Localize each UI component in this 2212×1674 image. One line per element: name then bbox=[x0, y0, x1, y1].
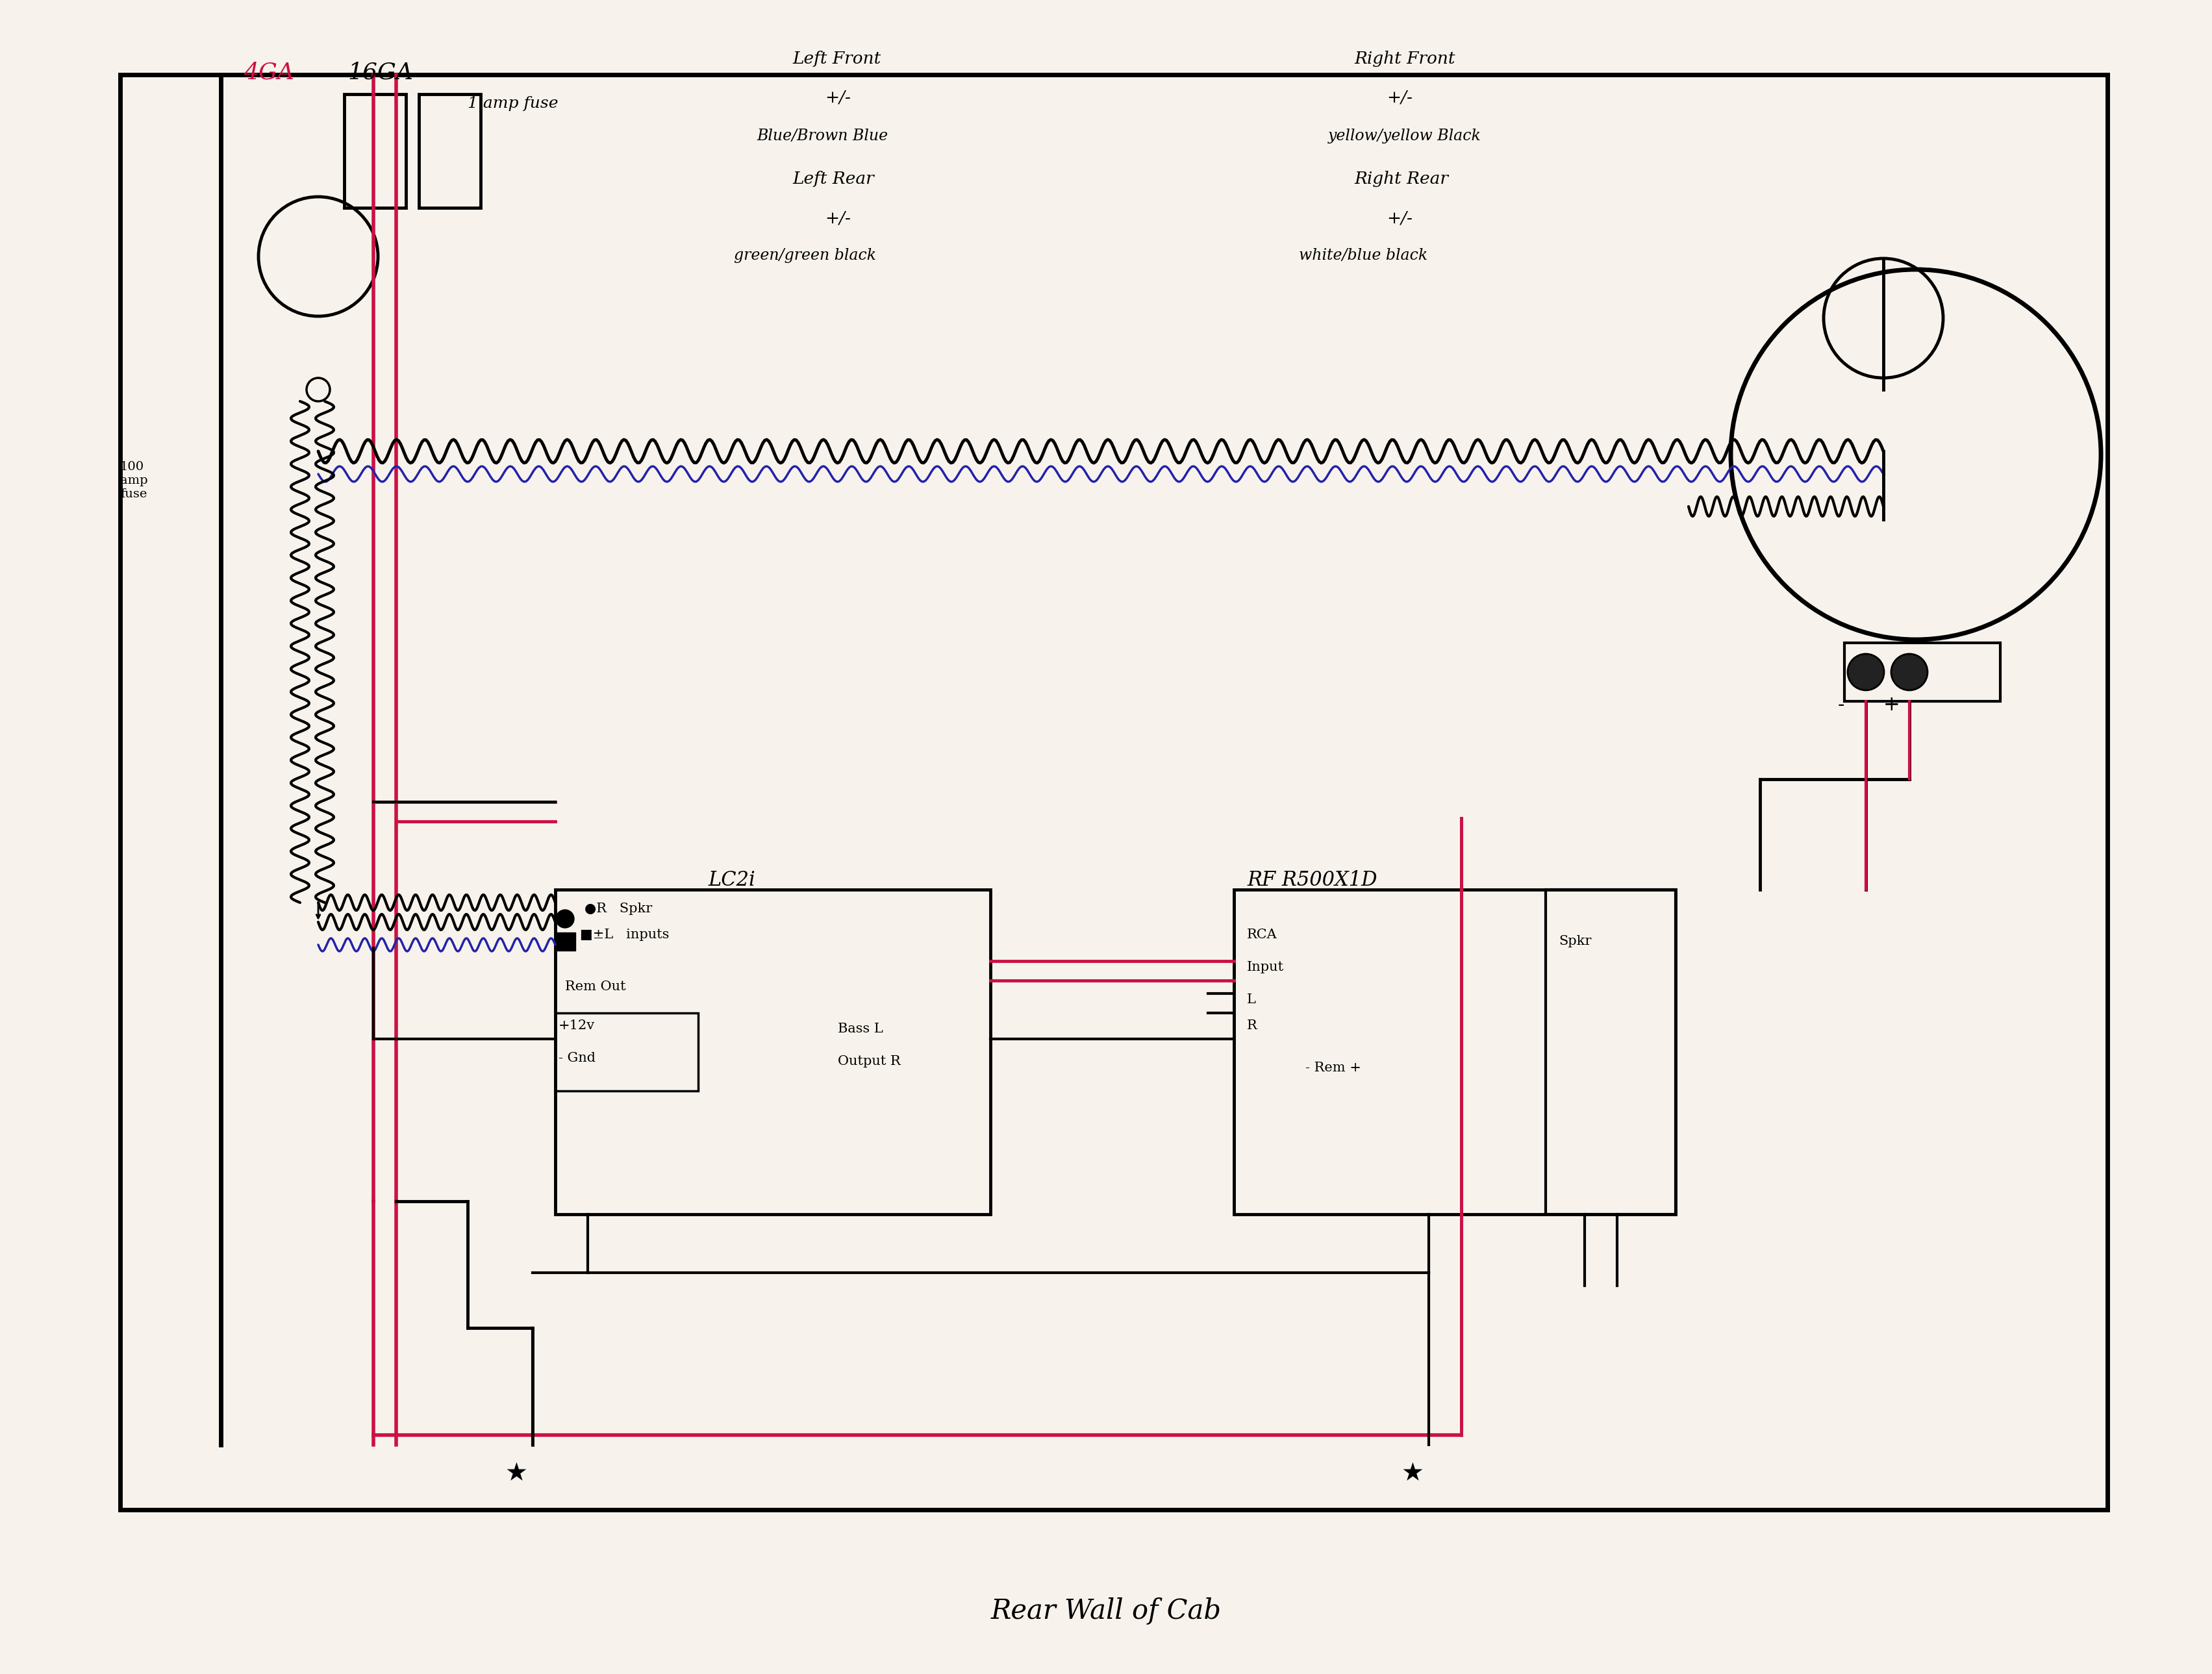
Text: +/-: +/- bbox=[825, 209, 852, 226]
Circle shape bbox=[555, 909, 575, 927]
Text: Spkr: Spkr bbox=[1559, 936, 1590, 947]
Bar bbox=[418, 94, 480, 208]
Text: 100
amp
fuse: 100 amp fuse bbox=[119, 460, 148, 501]
Text: ★: ★ bbox=[504, 1461, 529, 1487]
Text: - Rem +: - Rem + bbox=[1305, 1061, 1360, 1075]
Text: Rear Wall of Cab: Rear Wall of Cab bbox=[991, 1597, 1221, 1625]
Text: R: R bbox=[1248, 1019, 1256, 1031]
Text: Rem Out: Rem Out bbox=[564, 981, 626, 993]
Bar bbox=[345, 94, 405, 208]
Text: -: - bbox=[1838, 695, 1845, 715]
Text: +: + bbox=[1882, 695, 1900, 715]
Text: ■±L   inputs: ■±L inputs bbox=[580, 929, 670, 941]
Text: +/-: +/- bbox=[1387, 209, 1413, 226]
Text: 1 amp fuse: 1 amp fuse bbox=[467, 95, 557, 110]
Bar bbox=[119, 75, 2108, 1510]
Text: Blue/Brown Blue: Blue/Brown Blue bbox=[757, 129, 887, 144]
Bar bbox=[555, 1013, 699, 1091]
Text: +/-: +/- bbox=[825, 90, 852, 105]
Bar bbox=[1546, 889, 1674, 1214]
Bar bbox=[1234, 889, 1674, 1214]
Text: +12v: +12v bbox=[557, 1019, 595, 1031]
Text: - Gnd: - Gnd bbox=[557, 1051, 595, 1065]
Text: 16GA: 16GA bbox=[347, 62, 414, 84]
Text: Bass L: Bass L bbox=[838, 1023, 883, 1035]
Text: Right Rear: Right Rear bbox=[1354, 171, 1449, 187]
Text: 4GA: 4GA bbox=[243, 62, 294, 84]
Circle shape bbox=[1891, 655, 1927, 690]
Text: Output R: Output R bbox=[838, 1055, 900, 1068]
Text: Right Front: Right Front bbox=[1354, 50, 1455, 67]
Text: green/green black: green/green black bbox=[734, 248, 876, 263]
Text: Input: Input bbox=[1248, 961, 1283, 973]
Text: Left Rear: Left Rear bbox=[792, 171, 874, 187]
Circle shape bbox=[1847, 655, 1885, 690]
Bar bbox=[555, 889, 991, 1214]
Text: RCA: RCA bbox=[1248, 929, 1276, 941]
Text: Left Front: Left Front bbox=[792, 50, 880, 67]
Text: ★: ★ bbox=[1400, 1461, 1425, 1487]
Text: L: L bbox=[1248, 993, 1256, 1006]
Bar bbox=[557, 932, 575, 951]
Text: ●R   Spkr: ●R Spkr bbox=[584, 902, 653, 916]
Text: RF R500X1D: RF R500X1D bbox=[1248, 870, 1378, 891]
Text: white/blue black: white/blue black bbox=[1298, 248, 1427, 263]
Text: yellow/yellow Black: yellow/yellow Black bbox=[1327, 129, 1482, 144]
Bar bbox=[1845, 643, 2000, 701]
Text: LC2i: LC2i bbox=[708, 870, 754, 891]
Text: +/-: +/- bbox=[1387, 90, 1413, 105]
